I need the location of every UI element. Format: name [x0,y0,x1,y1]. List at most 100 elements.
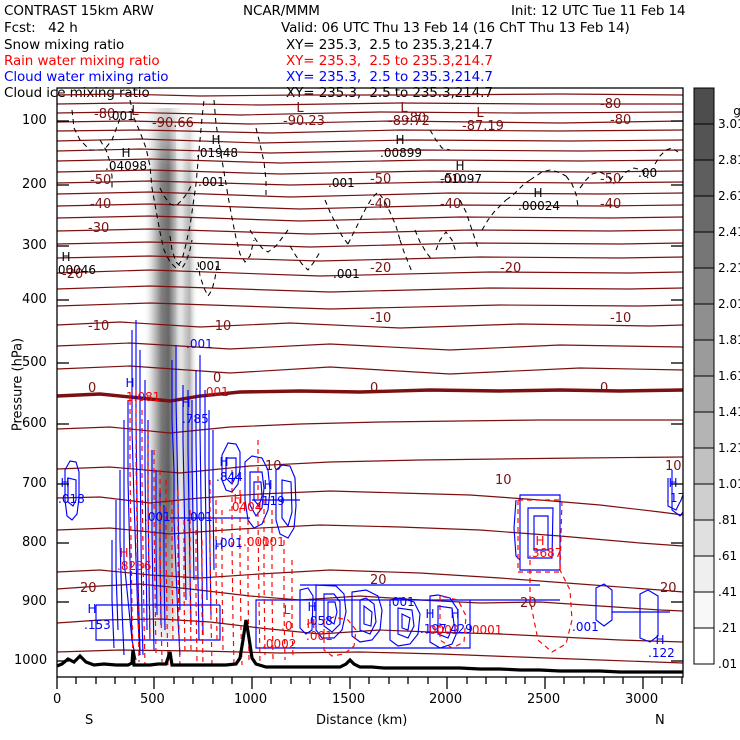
y-tick-300: 300 [22,238,47,253]
y-tick-400: 400 [22,292,47,307]
svg-text:H: H [533,186,542,200]
svg-text:-20: -20 [62,267,83,282]
svg-text:L: L [296,101,304,116]
svg-text:H: H [119,546,128,560]
svg-text:.00: .00 [638,166,657,180]
svg-text:L: L [131,104,139,119]
svg-text:.001: .001 [216,536,243,550]
svg-text:.0001: .0001 [468,623,502,637]
y-tick-800: 800 [22,535,47,550]
svg-text:.197: .197 [420,622,447,636]
svg-text:10: 10 [665,459,682,474]
x-tick-0: 0 [53,692,62,707]
y-tick-100: 100 [22,113,47,128]
svg-text:.0404: .0404 [228,500,262,514]
svg-text:.001: .001 [328,176,355,190]
svg-text:-80: -80 [405,111,426,126]
svg-text:L: L [476,106,484,121]
svg-text:-80: -80 [600,97,621,112]
plot-content: -80 -80 -80 -80 -50 -50 -50 -50 -40 -40 … [54,93,685,674]
svg-text:.429: .429 [446,622,473,636]
svg-text:.844: .844 [216,470,243,484]
svg-text:H: H [61,250,70,264]
orientation-north: N [655,713,665,728]
colorbar-tick-11: .81 [718,513,738,527]
svg-text:.04098: .04098 [105,159,147,173]
svg-text:.00046: .00046 [54,263,96,277]
colorbar-tick-2: 2.61 [718,189,740,203]
svg-text:.01948: .01948 [196,146,238,160]
svg-text:.122: .122 [648,646,675,660]
svg-text:H: H [214,538,223,552]
extrema-labels: L-90.66 L-90.23 L-89.72 L-87.19 H.04098 … [54,101,685,660]
svg-text:-10: -10 [370,311,391,326]
legend-label-snow: Snow mixing ratio [4,37,125,53]
legend-xy-cloud-water: XY= 235.3, 2.5 to 235.3,214.7 [286,69,493,85]
y-tick-1000: 1000 [14,653,48,668]
x-tick-2500: 2500 [527,692,561,707]
svg-text:H: H [306,617,315,631]
cloud-ice-labels: .001 .001 .001 .001 .001 .00 [108,109,657,281]
header-valid: Valid: 06 UTC Thu 13 Feb 14 (16 ChT Thu … [281,20,630,36]
colorbar-tick-15: .01 [718,657,738,671]
svg-text:H: H [87,602,96,616]
svg-text:.001: .001 [258,535,285,549]
svg-text:.00024: .00024 [518,199,560,213]
svg-text:H: H [219,455,228,469]
svg-text:H: H [455,159,464,173]
svg-text:-50: -50 [440,172,461,187]
cloud-ice-contours [71,99,679,298]
y-tick-700: 700 [22,476,47,491]
y-tick-900: 900 [22,594,47,609]
svg-text:H: H [60,476,69,490]
svg-text:.0: .0 [281,619,292,633]
svg-text:0: 0 [600,381,608,396]
header-model: CONTRAST 15km ARW [4,3,154,19]
svg-text:-20: -20 [500,261,521,276]
legend-xy-cloud-ice: XY= 235.3, 2.5 to 235.3,214.7 [286,85,493,101]
svg-text:.01097: .01097 [440,172,482,186]
svg-text:0: 0 [370,381,378,396]
legend-label-cloud-ice: Cloud ice mixing ratio [4,85,150,101]
svg-text:.001: .001 [198,175,225,189]
legend-label-cloud-water: Cloud water mixing ratio [4,69,169,85]
svg-text:.001: .001 [388,595,415,609]
svg-text:10: 10 [495,473,512,488]
svg-text:-40: -40 [90,197,111,212]
svg-text:-40: -40 [440,197,461,212]
svg-text:.001: .001 [195,259,222,273]
svg-text:20: 20 [520,596,537,611]
y-tick-500: 500 [22,355,47,370]
svg-text:-10: -10 [88,319,109,334]
svg-text:.8236: .8236 [117,559,151,573]
legend-xy-snow: XY= 235.3, 2.5 to 235.3,214.7 [286,37,493,53]
legend-xy-rain: XY= 235.3, 2.5 to 235.3,214.7 [286,53,493,69]
svg-text:H: H [211,133,220,147]
colorbar-tick-1: 2.81 [718,153,740,167]
svg-text:1.081: 1.081 [126,390,160,404]
header-center: NCAR/MMM [243,3,320,19]
x-axis-title: Distance (km) [316,713,408,728]
svg-text:.001: .001 [186,510,213,524]
colorbar-tick-6: 1.81 [718,333,740,347]
x-tick-1000: 1000 [234,692,268,707]
svg-text:0: 0 [213,371,221,386]
x-tick-1500: 1500 [332,692,366,707]
colorbar-tick-5: 2.01 [718,297,740,311]
svg-text:-50: -50 [90,173,111,188]
svg-text:.17: .17 [666,491,685,505]
svg-text:H: H [450,607,459,621]
svg-text:-90.23: -90.23 [283,114,325,129]
svg-text:H: H [425,607,434,621]
svg-text:-89.72: -89.72 [388,114,430,129]
svg-text:L: L [400,101,408,116]
svg-text:.0002: .0002 [262,637,296,651]
svg-text:-80: -80 [610,113,631,128]
svg-text:H: H [307,600,316,614]
svg-text:.001: .001 [243,535,270,549]
temperature-contours [57,93,683,664]
header-fcst: Fcst: 42 h [4,20,78,36]
svg-text:H: H [121,146,130,160]
y-tick-200: 200 [22,177,47,192]
